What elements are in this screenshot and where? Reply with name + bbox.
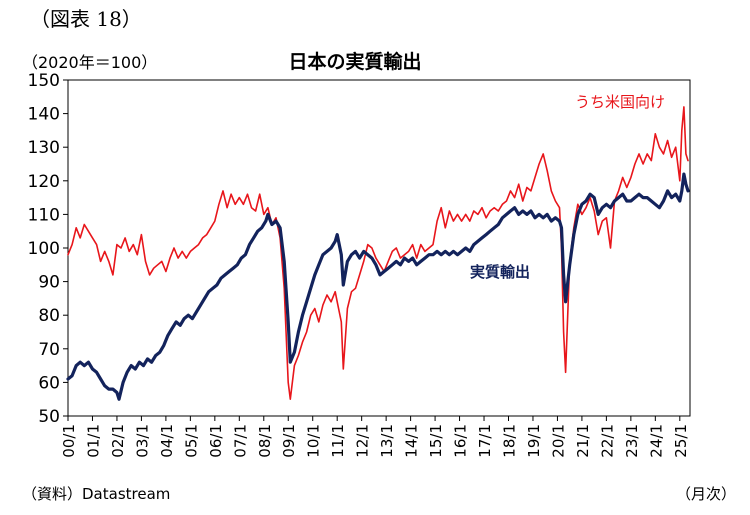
x-tick-label: 02/1	[109, 424, 127, 458]
figure-label: （図表 18）	[30, 7, 142, 31]
y-tick-label: 120	[28, 172, 60, 192]
x-tick-label: 06/1	[207, 424, 225, 458]
series-label-us: うち米国向け	[575, 93, 665, 111]
y-tick-label: 140	[28, 105, 60, 125]
y-tick-label: 70	[38, 340, 60, 360]
y-tick-label: 150	[28, 71, 60, 91]
x-tick-label: 19/1	[525, 424, 543, 458]
y-tick-label: 50	[38, 407, 60, 427]
x-tick-label: 11/1	[329, 424, 347, 458]
x-tick-label: 01/1	[84, 424, 102, 458]
x-tick-label: 22/1	[598, 424, 616, 458]
y-tick-label: 100	[28, 239, 60, 259]
x-tick-label: 09/1	[280, 424, 298, 458]
x-tick-label: 18/1	[500, 424, 518, 458]
x-tick-label: 13/1	[378, 424, 396, 458]
y-tick-label: 90	[38, 273, 60, 293]
chart-title: 日本の実質輸出	[288, 50, 421, 73]
plot-frame	[67, 79, 691, 417]
y-tick-label: 80	[38, 306, 60, 326]
x-unit-label: （月次）	[676, 485, 736, 503]
y-tick-label: 60	[38, 373, 60, 393]
x-tick-label: 12/1	[354, 424, 372, 458]
series-label-total: 実質輸出	[470, 263, 530, 281]
x-tick-label: 05/1	[182, 424, 200, 458]
series-line-us-exports	[67, 106, 689, 400]
x-tick-label: 08/1	[256, 424, 274, 458]
source-label: （資料）Datastream	[22, 485, 170, 503]
x-tick-label: 23/1	[623, 424, 641, 458]
y-tick-label: 110	[28, 205, 60, 225]
x-tick-label: 20/1	[549, 424, 567, 458]
x-tick-label: 24/1	[647, 424, 665, 458]
plot-area: 50 60 70 80 90 100 110 120 130 140 150 00/1 01/1 02/1…	[28, 71, 691, 458]
x-tick-label: 15/1	[427, 424, 445, 458]
x-tick-label: 21/1	[574, 424, 592, 458]
x-tick-label: 10/1	[305, 424, 323, 458]
x-tick-label: 00/1	[60, 424, 78, 458]
x-tick-label: 03/1	[133, 424, 151, 458]
series-line-real-exports	[66, 172, 690, 401]
x-tick-label: 25/1	[672, 424, 690, 458]
unit-label: （2020年＝100）	[22, 53, 157, 72]
x-tick-label: 17/1	[476, 424, 494, 458]
y-tick-label: 130	[28, 138, 60, 158]
x-tick-label: 14/1	[403, 424, 421, 458]
x-tick-label: 07/1	[231, 424, 249, 458]
x-tick-label: 16/1	[452, 424, 470, 458]
x-tick-label: 04/1	[158, 424, 176, 458]
